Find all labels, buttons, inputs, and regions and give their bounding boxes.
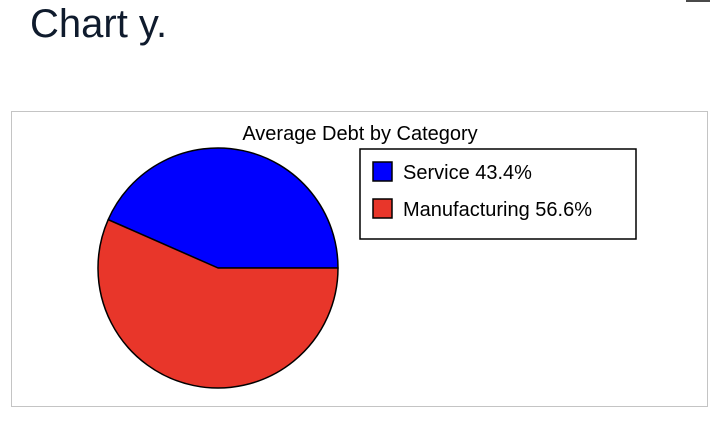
legend-label-service: Service 43.4% [403, 162, 532, 184]
corner-mark [686, 0, 710, 2]
legend-swatch-manufacturing [372, 198, 393, 219]
legend-label-manufacturing: Manufacturing 56.6% [403, 199, 592, 221]
pie-slices [97, 147, 339, 389]
legend-swatch-service [372, 161, 393, 182]
pie-chart: Average Debt by Category Service 43.4% Ma… [97, 123, 637, 389]
pie-slice-manufacturing [97, 218, 339, 389]
chart-legend: Service 43.4% Manufacturing 56.6% [359, 148, 637, 240]
chart-title: Average Debt by Category [242, 123, 477, 145]
page-heading: Chart y. [30, 2, 168, 46]
chart-frame: Average Debt by Category Service 43.4% Ma… [11, 111, 708, 407]
legend-box [359, 148, 637, 240]
pie-slice-service [107, 147, 339, 269]
